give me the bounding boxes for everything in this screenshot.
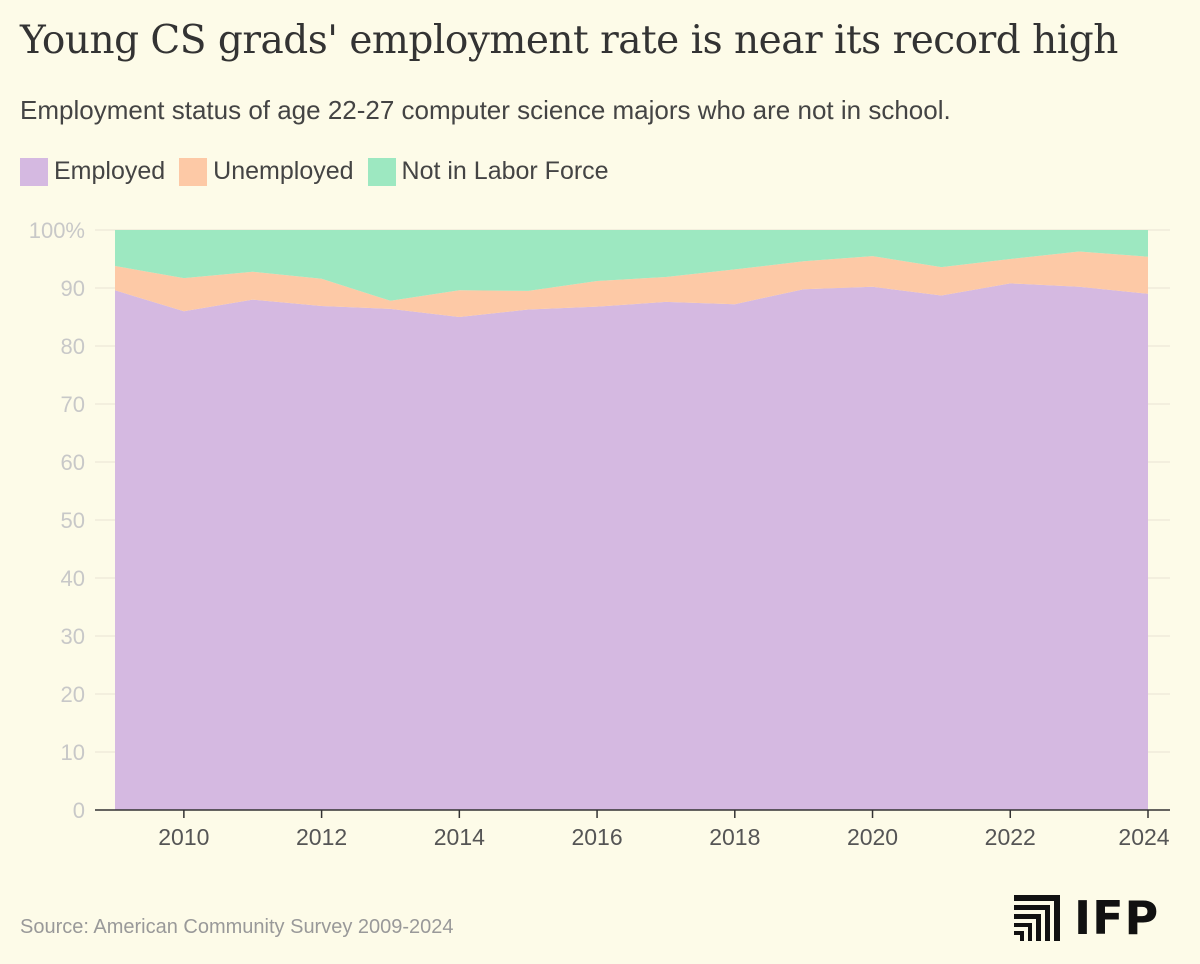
y-tick-label-90: 90 <box>61 276 85 301</box>
area-not-in-labor-force <box>115 230 1148 301</box>
chart-title: Young CS grads' employment rate is near … <box>20 18 1118 63</box>
area-series <box>115 230 1148 810</box>
logo-text: IFP <box>1074 891 1160 945</box>
y-tick-label-60: 60 <box>61 450 85 475</box>
y-tick-label-20: 20 <box>61 682 85 707</box>
legend-swatch-employed <box>20 157 48 186</box>
chart-subtitle: Employment status of age 22-27 computer … <box>20 95 951 125</box>
x-tick-label-2014: 2014 <box>434 824 485 850</box>
x-tick-label-2016: 2016 <box>571 824 622 850</box>
legend-swatch-unemployed <box>179 157 208 186</box>
area-unemployed <box>115 251 1148 317</box>
y-tick-label-10: 10 <box>61 740 85 765</box>
legend-item-unemployed: Unemployed <box>179 157 354 186</box>
x-tick-label-2018: 2018 <box>709 824 760 850</box>
ifp-logo: IFP <box>1014 891 1182 945</box>
legend: Employed Unemployed Not in Labor Force <box>20 157 623 186</box>
legend-label-unemployed: Unemployed <box>213 157 354 185</box>
x-tick-label-2020: 2020 <box>847 824 898 850</box>
y-tick-label-0: 0 <box>73 798 85 823</box>
legend-item-not-in-labor-force: Not in Labor Force <box>367 157 609 186</box>
y-tick-label-80: 80 <box>61 334 85 359</box>
y-tick-label-30: 30 <box>61 624 85 649</box>
source-note: Source: American Community Survey 2009-2… <box>20 916 454 938</box>
legend-label-not-in-labor-force: Not in Labor Force <box>401 157 609 185</box>
area-employed <box>115 283 1148 810</box>
y-tick-label-100: 100% <box>29 218 85 243</box>
legend-label-employed: Employed <box>54 157 166 185</box>
y-tick-label-40: 40 <box>61 566 85 591</box>
legend-item-employed: Employed <box>20 157 165 186</box>
x-tick-label-2024: 2024 <box>1118 824 1169 850</box>
stepped-bars-icon <box>1014 895 1060 941</box>
legend-swatch-not-in-labor-force <box>367 157 396 186</box>
x-tick-label-2012: 2012 <box>296 824 347 850</box>
y-tick-label-50: 50 <box>61 508 85 533</box>
y-tick-label-70: 70 <box>61 392 85 417</box>
x-tick-label-2010: 2010 <box>158 824 209 850</box>
axes: 0 10 20 30 40 50 60 70 80 90 100% 2010 2012 2014 2016 2… <box>29 218 1170 850</box>
x-tick-label-2022: 2022 <box>985 824 1036 850</box>
